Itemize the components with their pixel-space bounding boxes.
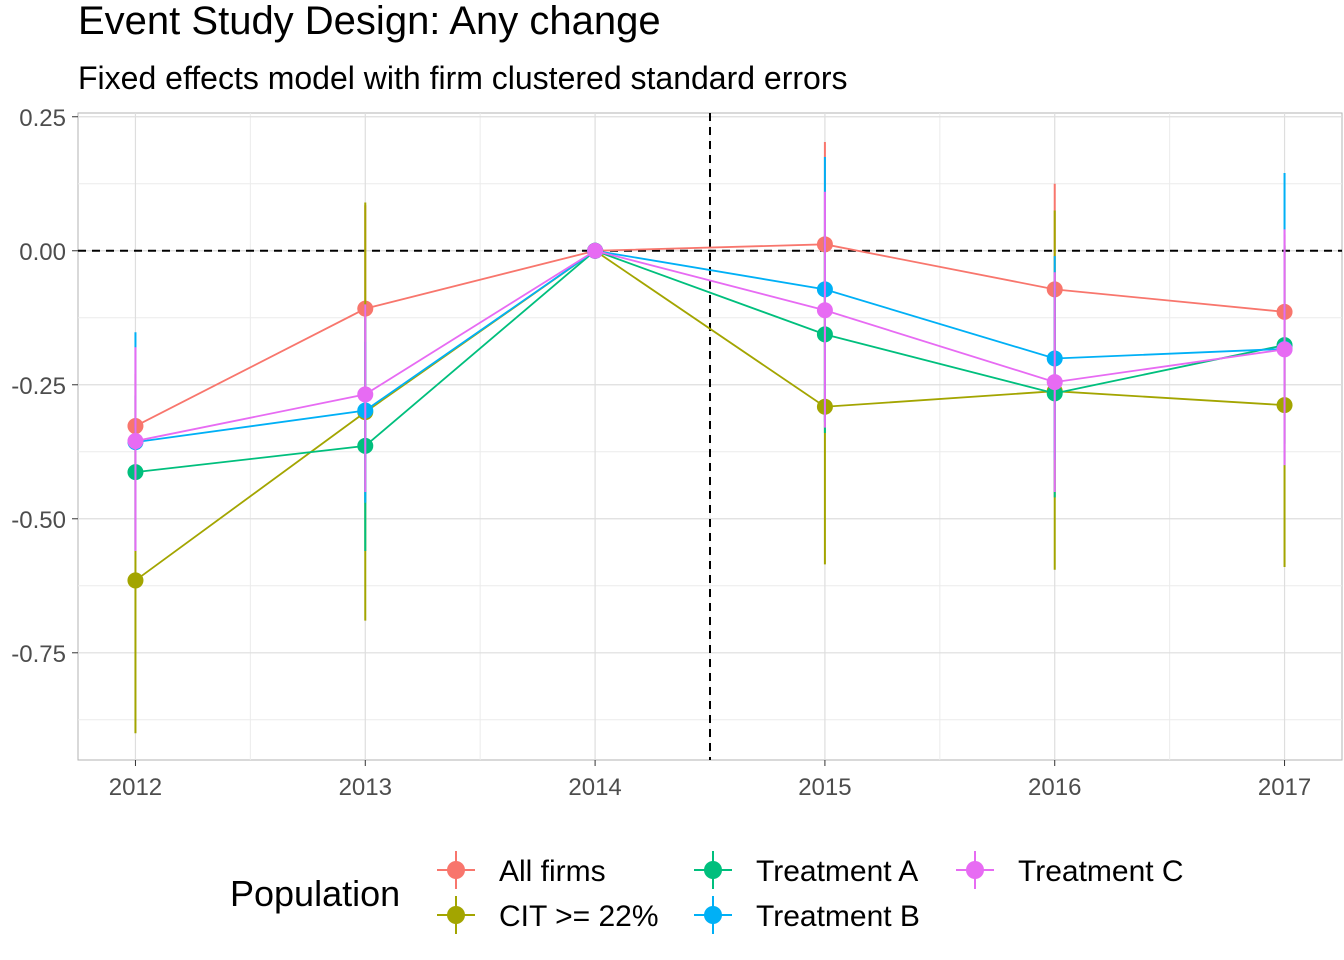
x-tick-label: 2017 [1258,774,1311,801]
legend-key-point [704,906,722,924]
data-point [127,572,144,589]
legend-item: Treatment C [956,851,1184,889]
chart-subtitle: Fixed effects model with firm clustered … [78,60,847,96]
data-point [587,242,604,259]
legend-label: All firms [499,855,606,888]
legend-item: All firms [437,851,606,889]
data-point [357,386,374,403]
legend: Population All firms CIT >= 22% Treatment … [230,851,1184,934]
legend-key-point [966,861,984,879]
legend-item: Treatment B [694,896,920,934]
legend-label: CIT >= 22% [499,900,659,933]
x-tick-label: 2012 [109,774,162,801]
y-tick-label: 0.00 [19,239,66,266]
data-point [127,433,144,450]
reference-lines [78,113,1342,760]
legend-key-point [704,861,722,879]
chart-title: Event Study Design: Any change [78,0,661,43]
series-line [135,243,1285,427]
legend-label: Treatment C [1018,855,1184,888]
x-tick-label: 2016 [1028,774,1081,801]
legend-key-point [447,906,465,924]
y-tick-label: -0.25 [11,373,66,400]
legend-label: Treatment A [756,855,918,888]
series-layer [127,141,1293,734]
legend-item: Treatment A [694,851,918,889]
y-tick-label: 0.25 [19,105,66,132]
legend-title: Population [230,873,400,914]
y-tick-label: -0.75 [11,641,66,668]
series-line [135,249,1285,442]
y-tick-label: -0.50 [11,507,66,534]
series-5 [127,191,1293,551]
legend-item: CIT >= 22% [437,896,659,934]
data-point [1276,341,1293,358]
x-tick-label: 2015 [798,774,851,801]
x-tick-label: 2013 [339,774,392,801]
series-line [135,249,1285,474]
legend-key-point [447,861,465,879]
data-point [816,302,833,319]
series-line [134,249,1285,582]
x-tick-label: 2014 [568,774,621,801]
series-line [135,249,1285,444]
x-axis-ticks: 2012 2013 2014 2015 2016 2017 [109,760,1311,801]
legend-label: Treatment B [756,900,920,933]
data-point [1046,374,1063,391]
y-axis-ticks: 0.25 0.00 -0.25 -0.50 -0.75 [11,105,78,668]
